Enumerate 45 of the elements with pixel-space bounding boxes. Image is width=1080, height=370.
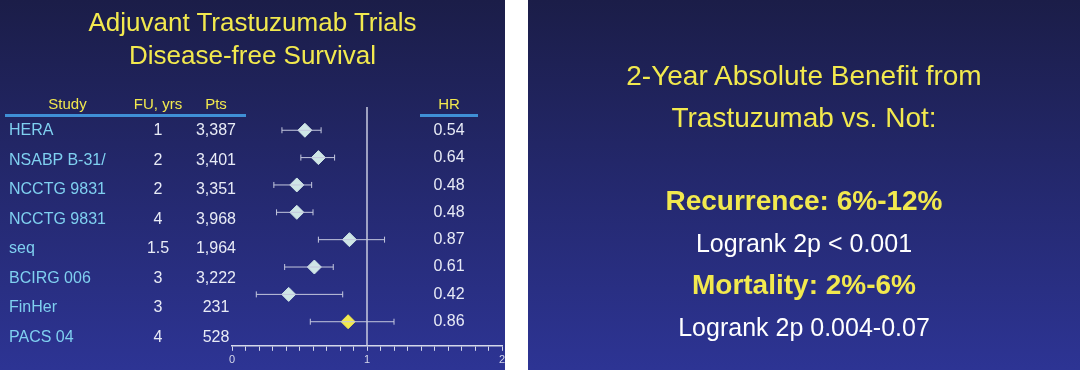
text: Pts	[186, 95, 246, 117]
text: HERA	[9, 121, 55, 139]
text: NCCTG 9831	[9, 180, 107, 199]
x-tick-label: 2	[498, 353, 506, 366]
text: NSABP B-31/	[9, 150, 107, 169]
text: NCCTG 9831	[9, 209, 107, 228]
annotation: 1,964	[194, 239, 237, 258]
x-tick-label: 1	[363, 353, 371, 366]
annotation: 0.54	[432, 121, 466, 139]
annotation: 0.48	[432, 202, 466, 221]
annotation: 0.48	[432, 175, 466, 194]
annotation: 3,222	[194, 268, 237, 287]
text: 4	[152, 327, 164, 346]
text: Logrank 2p 0.004-0.07	[677, 312, 931, 343]
text: 1	[152, 121, 164, 139]
text: BCIRG 006	[9, 268, 92, 287]
text: 2-Year Absolute Benefit from Trastuzumab vs. Not:	[625, 59, 983, 135]
annotation: 0.42	[432, 284, 466, 303]
x-tick-label: 0	[228, 353, 236, 366]
annotation: 3,387	[194, 121, 237, 139]
text: HR	[420, 95, 478, 117]
text: Mortality: 2%-6%	[690, 268, 917, 302]
annotation: 0.61	[432, 257, 466, 276]
text: Study	[5, 95, 130, 117]
annotation: 0.64	[432, 148, 466, 167]
annotation: 3,351	[194, 180, 237, 199]
text: FinHer	[9, 298, 58, 317]
chart-title: Adjuvant Trastuzumab Trials Disease-free Survival	[87, 6, 418, 72]
text: Recurrence: 6%-12%	[664, 184, 944, 218]
text: 3	[152, 298, 164, 317]
annotation: 0.86	[432, 311, 466, 330]
text: FU, yrs	[130, 95, 186, 117]
text: Logrank 2p < 0.001	[694, 228, 914, 259]
text: 3	[152, 268, 164, 287]
text: PACS 04	[9, 327, 75, 346]
text: 528	[201, 327, 231, 346]
text: seq	[9, 239, 36, 258]
text: 2	[152, 150, 164, 169]
annotation: 3,401	[194, 150, 237, 169]
text: 4	[152, 209, 164, 228]
text: 231	[201, 298, 231, 317]
annotation: 0.87	[432, 230, 466, 249]
text: 1.5	[145, 239, 171, 258]
text: 2	[152, 180, 164, 199]
annotation: 3,968	[194, 209, 237, 228]
